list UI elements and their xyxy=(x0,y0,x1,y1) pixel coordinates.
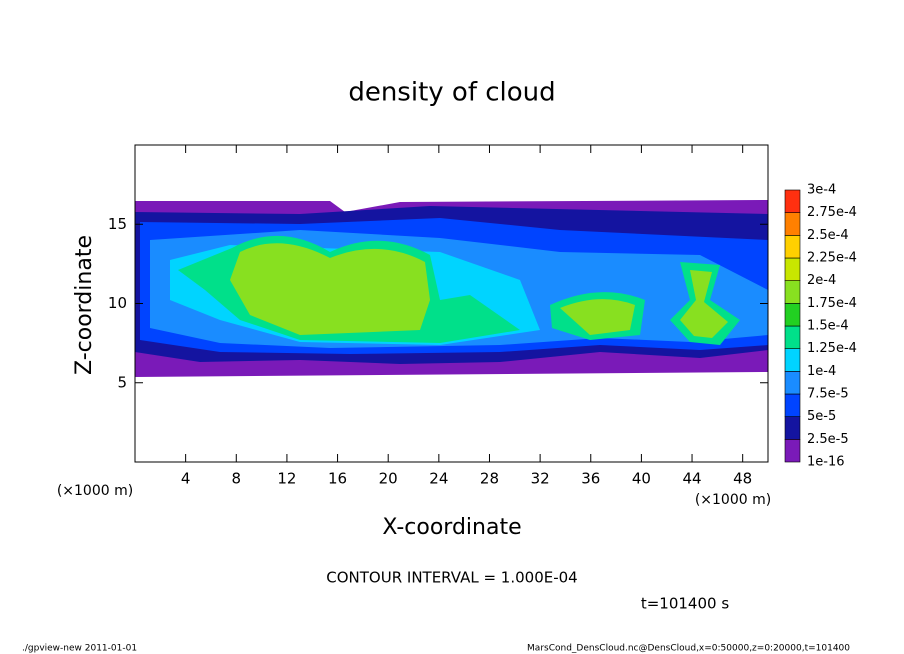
colorbar-label: 7.5e-5 xyxy=(807,387,849,402)
x-tick-label: 28 xyxy=(480,470,499,488)
colorbar-box xyxy=(784,257,801,281)
colorbar-box xyxy=(784,235,801,259)
colorbar-box xyxy=(784,393,801,417)
colorbar-label: 2.5e-4 xyxy=(807,228,849,243)
x-tick-label: 8 xyxy=(232,470,242,488)
x-tick-label: 44 xyxy=(682,470,701,488)
x-tick-label: 20 xyxy=(379,470,398,488)
colorbar-label: 2.25e-4 xyxy=(807,251,857,266)
x-tick-label: 4 xyxy=(181,470,191,488)
colorbar-box xyxy=(784,212,801,236)
colorbar-label: 1e-16 xyxy=(807,455,845,470)
footer-right: MarsCond_DensCloud.nc@DensCloud,x=0:5000… xyxy=(527,644,850,654)
colorbar-label: 2.75e-4 xyxy=(807,205,857,220)
colorbar-label: 2.5e-5 xyxy=(807,432,849,447)
y-tick-label: 5 xyxy=(117,373,127,391)
colorbar-label: 2e-4 xyxy=(807,273,836,288)
y-tick-label: 10 xyxy=(108,294,127,312)
colorbar-label: 5e-5 xyxy=(807,409,836,424)
chart-title: density of cloud xyxy=(348,78,555,108)
colorbar-box xyxy=(784,189,801,213)
x-tick-label: 32 xyxy=(531,470,550,488)
colorbar-label: 3e-4 xyxy=(807,183,836,198)
field xyxy=(135,200,768,377)
x-tick-label: 24 xyxy=(429,470,448,488)
x-axis-label: X-coordinate xyxy=(382,515,521,540)
x-tick-label: 48 xyxy=(733,470,752,488)
time-label: t=101400 s xyxy=(641,595,729,613)
colorbar-box xyxy=(784,416,801,440)
colorbar-label: 1e-4 xyxy=(807,364,836,379)
y-tick-label: 15 xyxy=(108,215,127,233)
colorbar-label: 1.25e-4 xyxy=(807,341,857,356)
y-axis-label: Z-coordinate xyxy=(72,235,97,375)
colorbar-box xyxy=(784,439,801,463)
footer-left: ./gpview-new 2011-01-01 xyxy=(22,644,137,654)
annotation: CONTOUR INTERVAL = 1.000E-04 xyxy=(326,569,577,587)
x-tick-label: 36 xyxy=(581,470,600,488)
colorbar-box xyxy=(784,303,801,327)
x-tick-label: 16 xyxy=(328,470,347,488)
colorbar-box xyxy=(784,348,801,372)
x-tick-label: 12 xyxy=(277,470,296,488)
colorbar-box xyxy=(784,371,801,395)
colorbar-label: 1.75e-4 xyxy=(807,296,857,311)
colorbar-label: 1.5e-4 xyxy=(807,319,849,334)
colorbar-box xyxy=(784,325,801,349)
x-tick-label: 40 xyxy=(632,470,651,488)
colorbar-box xyxy=(784,280,801,304)
x-unit: (×1000 m) xyxy=(695,492,771,508)
y-unit: (×1000 m) xyxy=(57,483,133,499)
